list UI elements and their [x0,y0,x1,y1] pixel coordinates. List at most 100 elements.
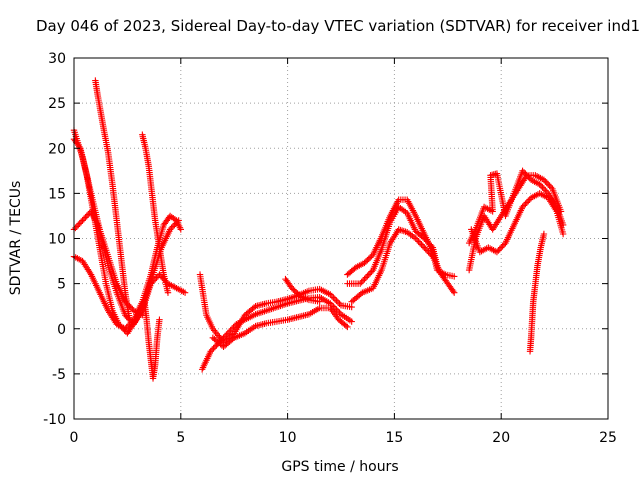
data-point [419,242,427,250]
data-point [358,278,365,286]
data-point [221,333,229,340]
y-tick-label: 30 [48,51,66,67]
data-point [418,241,425,248]
series-track-f [198,293,355,373]
data-point [223,331,230,338]
data-point [220,334,227,341]
data-point [361,259,368,267]
data-point [493,248,501,256]
data-point [153,274,160,281]
data-point [290,286,297,293]
y-tick-label: 15 [48,186,66,202]
data-point [177,226,184,233]
data-point [334,298,342,306]
data-point [210,345,217,352]
data-point [362,274,370,281]
series-track-g [209,304,351,350]
data-point [208,346,216,354]
data-point [416,239,424,247]
data-point [126,316,133,323]
data-point [164,289,172,296]
series-spike-2 [139,131,172,296]
data-point [412,235,419,242]
data-point [365,271,372,278]
data-point [547,184,555,191]
x-tick-label: 25 [599,430,617,446]
data-point [495,247,502,254]
data-point [536,181,543,188]
data-point [328,292,336,300]
data-point [336,300,343,307]
data-point [425,248,432,256]
data-point [520,169,528,176]
data-point [421,235,428,242]
data-point [288,284,296,292]
data-point [85,211,92,218]
data-point [423,247,431,254]
data-point [421,244,428,251]
data-point [168,224,175,232]
data-point [344,323,351,331]
data-point [413,236,421,244]
data-point [542,178,549,185]
data-point [316,298,323,305]
data-point [227,327,234,334]
y-axis-label: SDTVAR / TECUs [8,181,24,296]
data-point [364,256,371,264]
data-point [365,255,372,263]
data-point [342,322,350,329]
data-point [79,217,86,224]
data-point [449,287,457,295]
series-track-m [465,167,567,247]
data-point [522,170,529,178]
data-point [546,182,553,190]
data-point [540,230,548,238]
data-point [80,215,88,223]
data-point [426,241,434,248]
data-point [76,220,83,227]
data-point [333,297,340,304]
x-tick-label: 20 [492,430,510,446]
series-track-c [70,212,184,332]
data-point [218,336,226,343]
x-tick-label: 10 [279,430,297,446]
series-track-d [70,208,146,319]
data-point [451,289,458,296]
data-point [425,239,432,247]
data-point [336,309,343,316]
data-point [422,236,429,244]
data-point [364,272,371,280]
data-point [156,316,163,323]
data-point [211,343,219,350]
y-tick-label: 0 [57,322,66,338]
series-dip [141,298,163,382]
series-spike-1 [92,77,133,323]
data-point [540,176,548,184]
y-tick-label: 25 [48,96,66,112]
data-point [224,330,231,337]
data-point [423,238,431,245]
data-point [520,202,528,209]
data-point [166,226,174,233]
data-point [362,258,370,265]
data-point [451,273,458,280]
data-point [428,251,435,259]
data-point [357,290,365,298]
data-point [539,184,546,191]
data-point [348,303,355,311]
data-point [181,289,189,296]
data-point [83,212,91,220]
series-track-n [468,190,567,256]
data-point [230,324,237,331]
data-series [70,77,567,382]
data-point [415,238,422,245]
data-point [525,173,532,181]
y-tick-label: -10 [43,412,66,428]
x-tick-label: 0 [70,430,79,446]
data-point [171,221,178,229]
data-point [123,324,130,331]
data-point [82,214,89,221]
x-tick-label: 5 [176,430,185,446]
data-point [359,277,367,284]
